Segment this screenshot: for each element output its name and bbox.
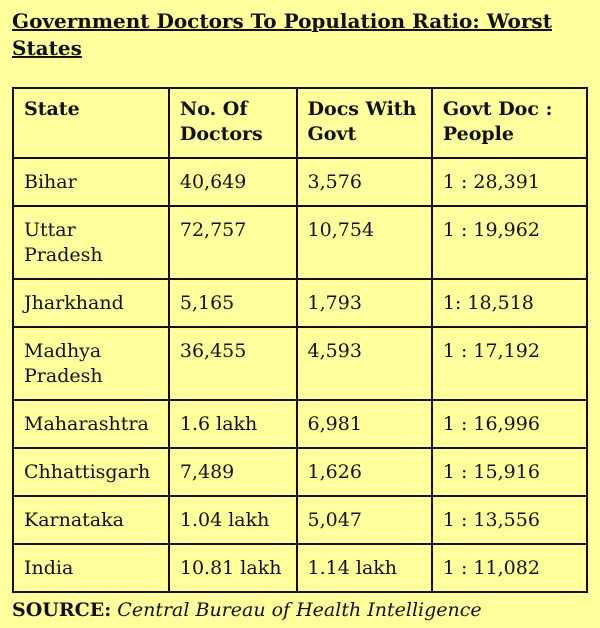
cell-ratio: 1 : 13,556: [430, 495, 589, 545]
cell-state: Maharashtra: [12, 399, 170, 449]
cell-govt-docs: 1.14 lakh: [295, 543, 433, 593]
source-text: Central Bureau of Health Intelligence: [117, 599, 482, 621]
cell-state: Madhya Pradesh: [12, 326, 170, 401]
cell-govt-docs: 1,626: [295, 447, 433, 497]
cell-doctors: 1.04 lakh: [167, 495, 298, 545]
cell-doctors: 36,455: [167, 326, 298, 401]
header-state: State: [12, 87, 170, 159]
table-row: Jharkhand 5,165 1,793 1: 18,518: [12, 278, 589, 328]
cell-doctors: 10.81 lakh: [167, 543, 298, 593]
cell-govt-docs: 1,793: [295, 278, 433, 328]
table-row: Madhya Pradesh 36,455 4,593 1 : 17,192: [12, 326, 589, 401]
cell-doctors: 40,649: [167, 157, 298, 207]
table-row: Chhattisgarh 7,489 1,626 1 : 15,916: [12, 447, 589, 497]
cell-ratio: 1 : 17,192: [430, 326, 589, 401]
table-row: Uttar Pradesh 72,757 10,754 1 : 19,962: [12, 205, 589, 280]
cell-state: Chhattisgarh: [12, 447, 170, 497]
cell-govt-docs: 10,754: [295, 205, 433, 280]
cell-ratio: 1 : 16,996: [430, 399, 589, 449]
cell-ratio: 1: 18,518: [430, 278, 589, 328]
cell-ratio: 1 : 15,916: [430, 447, 589, 497]
table-row: Maharashtra 1.6 lakh 6,981 1 : 16,996: [12, 399, 589, 449]
table-row: Bihar 40,649 3,576 1 : 28,391: [12, 157, 589, 207]
cell-doctors: 5,165: [167, 278, 298, 328]
doctors-ratio-table: State No. Of Doctors Docs With Govt Govt…: [12, 87, 589, 593]
cell-doctors: 1.6 lakh: [167, 399, 298, 449]
cell-state: Karnataka: [12, 495, 170, 545]
cell-state: Bihar: [12, 157, 170, 207]
cell-govt-docs: 6,981: [295, 399, 433, 449]
cell-govt-docs: 3,576: [295, 157, 433, 207]
source-credit: SOURCE: Central Bureau of Health Intelli…: [12, 597, 482, 623]
cell-ratio: 1 : 28,391: [430, 157, 589, 207]
cell-state: Jharkhand: [12, 278, 170, 328]
cell-govt-docs: 4,593: [295, 326, 433, 401]
source-label: SOURCE:: [12, 599, 112, 621]
table-row: Karnataka 1.04 lakh 5,047 1 : 13,556: [12, 495, 589, 545]
header-doctors: No. Of Doctors: [167, 87, 298, 159]
cell-ratio: 1 : 19,962: [430, 205, 589, 280]
page-title: Government Doctors To Population Ratio: …: [12, 9, 552, 60]
cell-govt-docs: 5,047: [295, 495, 433, 545]
cell-ratio: 1 : 11,082: [430, 543, 589, 593]
header-govt-docs: Docs With Govt: [295, 87, 433, 159]
table-header-row: State No. Of Doctors Docs With Govt Govt…: [12, 87, 589, 159]
cell-doctors: 72,757: [167, 205, 298, 280]
cell-state: India: [12, 543, 170, 593]
cell-state: Uttar Pradesh: [12, 205, 170, 280]
header-ratio: Govt Doc : People: [430, 87, 589, 159]
cell-doctors: 7,489: [167, 447, 298, 497]
table-row-total: India 10.81 lakh 1.14 lakh 1 : 11,082: [12, 543, 589, 593]
